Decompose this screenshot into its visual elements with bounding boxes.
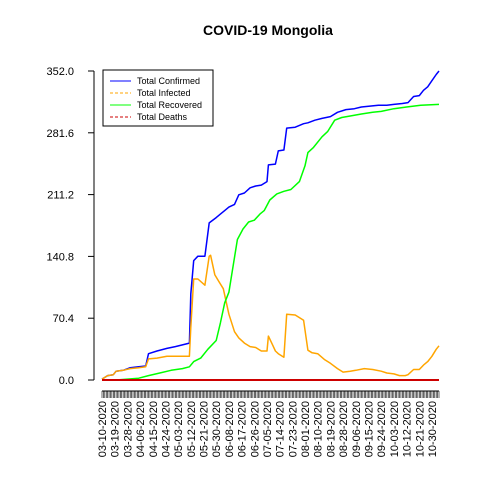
x-tick-label: 06-08-2020 bbox=[224, 401, 236, 457]
legend-label: Total Infected bbox=[137, 88, 191, 98]
x-tick-label: 08-01-2020 bbox=[300, 401, 312, 457]
legend-label: Total Recovered bbox=[137, 100, 202, 110]
x-tick-label: 05-12-2020 bbox=[186, 401, 198, 457]
legend: Total Confirmed Total Infected Total Recov… bbox=[102, 69, 214, 127]
x-tick-label: 03-19-2020 bbox=[110, 401, 122, 457]
x-tick-label: 04-06-2020 bbox=[135, 401, 147, 457]
y-axis: 0.0 70.4 140.8 211.2 281.6 352.0 bbox=[46, 66, 95, 387]
legend-label: Total Confirmed bbox=[137, 76, 200, 86]
series-lines bbox=[101, 70, 440, 381]
x-tick-label: 10-12-2020 bbox=[402, 401, 414, 457]
x-tick-label: 10-03-2020 bbox=[389, 401, 401, 457]
x-tick-label: 05-30-2020 bbox=[211, 401, 223, 457]
y-tick-label: 0.0 bbox=[59, 375, 74, 387]
y-tick-label: 352.0 bbox=[46, 66, 74, 78]
x-tick-label: 08-28-2020 bbox=[338, 401, 350, 457]
series-line-total-infected bbox=[101, 254, 440, 380]
x-tick-label: 03-28-2020 bbox=[122, 401, 134, 457]
x-tick-label: 09-24-2020 bbox=[376, 401, 388, 457]
x-tick-label: 06-17-2020 bbox=[237, 401, 249, 457]
x-tick-label: 10-21-2020 bbox=[414, 401, 426, 457]
x-tick-label: 07-05-2020 bbox=[262, 401, 274, 457]
y-tick-label: 140.8 bbox=[46, 251, 74, 263]
x-tick-label: 03-10-2020 bbox=[97, 401, 109, 457]
y-tick-label: 70.4 bbox=[53, 313, 74, 325]
x-tick-label: 09-06-2020 bbox=[351, 401, 363, 457]
series-line-total-recovered bbox=[102, 103, 440, 381]
x-tick-label: 05-03-2020 bbox=[173, 401, 185, 457]
chart-title: COVID-19 Mongolia bbox=[203, 22, 333, 38]
x-tick-label: 08-19-2020 bbox=[325, 401, 337, 457]
x-tick-label: 06-26-2020 bbox=[249, 401, 261, 457]
x-tick-label: 04-15-2020 bbox=[148, 401, 160, 457]
legend-label: Total Deaths bbox=[137, 112, 188, 122]
x-tick-label: 08-10-2020 bbox=[313, 401, 325, 457]
x-axis: 03-10-2020 03-19-2020 03-28-2020 04-06-2020… bbox=[97, 390, 440, 457]
x-tick-label: 04-24-2020 bbox=[160, 401, 172, 457]
y-tick-label: 211.2 bbox=[47, 190, 74, 202]
x-tick-label: 05-21-2020 bbox=[199, 401, 211, 457]
y-tick-label: 281.6 bbox=[46, 128, 74, 140]
x-tick-label: 07-14-2020 bbox=[275, 401, 287, 457]
series-line-total-confirmed bbox=[101, 70, 440, 380]
x-tick-label: 07-23-2020 bbox=[287, 401, 299, 457]
x-tick-label: 10-30-2020 bbox=[427, 401, 439, 457]
x-tick-label: 09-15-2020 bbox=[363, 401, 375, 457]
